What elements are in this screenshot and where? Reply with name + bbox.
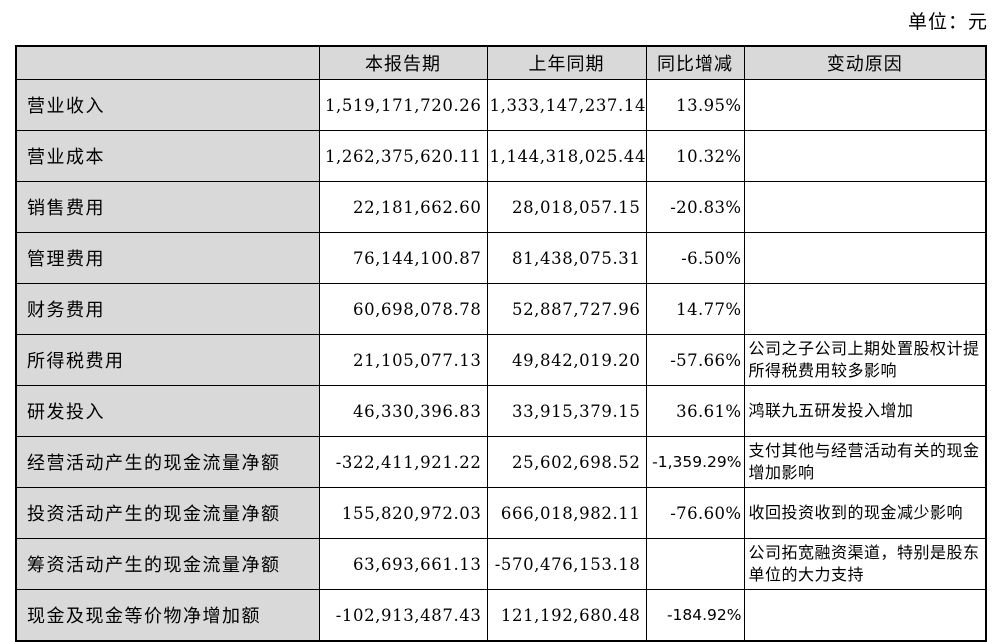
prior-period-value: 28,018,057.15	[486, 181, 647, 233]
yoy-change-value: -57.66%	[645, 334, 745, 386]
change-reason	[743, 79, 987, 131]
table-row: 现金及现金等价物净增加额 -102,913,487.43 121,192,680…	[15, 589, 987, 642]
current-period-value: 1,262,375,620.11	[318, 130, 488, 182]
row-label: 筹资活动产生的现金流量净额	[15, 538, 320, 590]
change-reason	[743, 181, 987, 233]
row-label: 营业收入	[15, 79, 320, 131]
row-label: 销售费用	[15, 181, 320, 233]
current-period-value: 63,693,661.13	[318, 538, 488, 590]
column-header-change-reason: 变动原因	[743, 45, 987, 80]
yoy-change-value	[645, 538, 745, 590]
current-period-value: 76,144,100.87	[318, 232, 488, 284]
yoy-change-value: -76.60%	[645, 487, 745, 539]
table-row: 投资活动产生的现金流量净额 155,820,972.03 666,018,982…	[15, 487, 987, 539]
yoy-change-value: 13.95%	[645, 79, 745, 131]
table-row: 营业成本 1,262,375,620.11 1,144,318,025.44 1…	[15, 130, 987, 182]
financial-comparison-table: 本报告期 上年同期 同比增减 变动原因 营业收入 1,519,171,720.2…	[15, 45, 987, 642]
prior-period-value: 121,192,680.48	[486, 589, 647, 642]
column-header-current-period: 本报告期	[318, 45, 488, 80]
table-row: 所得税费用 21,105,077.13 49,842,019.20 -57.66…	[15, 334, 987, 386]
column-header-yoy-change: 同比增减	[645, 45, 745, 80]
current-period-value: 21,105,077.13	[318, 334, 488, 386]
prior-period-value: 49,842,019.20	[486, 334, 647, 386]
current-period-value: -102,913,487.43	[318, 589, 488, 642]
prior-period-value: 81,438,075.31	[486, 232, 647, 284]
change-reason: 收回投资收到的现金减少影响	[743, 487, 987, 539]
row-label: 研发投入	[15, 385, 320, 437]
change-reason: 支付其他与经营活动有关的现金增加影响	[743, 436, 987, 488]
table-row: 销售费用 22,181,662.60 28,018,057.15 -20.83%	[15, 181, 987, 233]
header-row: 本报告期 上年同期 同比增减 变动原因	[15, 45, 987, 80]
row-label: 财务费用	[15, 283, 320, 335]
yoy-change-value: 14.77%	[645, 283, 745, 335]
prior-period-value: 1,333,147,237.14	[486, 79, 647, 131]
yoy-change-value: -20.83%	[645, 181, 745, 233]
current-period-value: 155,820,972.03	[318, 487, 488, 539]
current-period-value: 46,330,396.83	[318, 385, 488, 437]
row-label: 营业成本	[15, 130, 320, 182]
yoy-change-value: 36.61%	[645, 385, 745, 437]
prior-period-value: 52,887,727.96	[486, 283, 647, 335]
change-reason	[743, 232, 987, 284]
table-row: 筹资活动产生的现金流量净额 63,693,661.13 -570,476,153…	[15, 538, 987, 590]
table-row: 财务费用 60,698,078.78 52,887,727.96 14.77%	[15, 283, 987, 335]
financial-report-page: { "unit_label": "单位：元", "table": { "head…	[15, 11, 988, 642]
current-period-value: 22,181,662.60	[318, 181, 488, 233]
prior-period-value: -570,476,153.18	[486, 538, 647, 590]
current-period-value: 1,519,171,720.26	[318, 79, 488, 131]
current-period-value: -322,411,921.22	[318, 436, 488, 488]
table-row: 经营活动产生的现金流量净额 -322,411,921.22 25,602,698…	[15, 436, 987, 488]
column-header-item	[15, 45, 320, 80]
change-reason	[743, 283, 987, 335]
row-label: 经营活动产生的现金流量净额	[15, 436, 320, 488]
change-reason: 公司之子公司上期处置股权计提所得税费用较多影响	[743, 334, 987, 386]
table-row: 管理费用 76,144,100.87 81,438,075.31 -6.50%	[15, 232, 987, 284]
change-reason	[743, 130, 987, 182]
prior-period-value: 1,144,318,025.44	[486, 130, 647, 182]
change-reason: 鸿联九五研发投入增加	[743, 385, 987, 437]
prior-period-value: 666,018,982.11	[486, 487, 647, 539]
yoy-change-value: -6.50%	[645, 232, 745, 284]
row-label: 所得税费用	[15, 334, 320, 386]
yoy-change-value: 10.32%	[645, 130, 745, 182]
unit-label: 单位：元	[907, 11, 988, 33]
change-reason: 公司拓宽融资渠道，特别是股东单位的大力支持	[743, 538, 987, 590]
yoy-change-value: -184.92%	[645, 589, 745, 642]
column-header-prior-period: 上年同期	[486, 45, 647, 80]
table-row: 营业收入 1,519,171,720.26 1,333,147,237.14 1…	[15, 79, 987, 131]
row-label: 投资活动产生的现金流量净额	[15, 487, 320, 539]
row-label: 管理费用	[15, 232, 320, 284]
prior-period-value: 25,602,698.52	[486, 436, 647, 488]
table-row: 研发投入 46,330,396.83 33,915,379.15 36.61% …	[15, 385, 987, 437]
yoy-change-value: -1,359.29%	[645, 436, 745, 488]
current-period-value: 60,698,078.78	[318, 283, 488, 335]
row-label: 现金及现金等价物净增加额	[15, 589, 320, 642]
change-reason	[743, 589, 987, 642]
prior-period-value: 33,915,379.15	[486, 385, 647, 437]
